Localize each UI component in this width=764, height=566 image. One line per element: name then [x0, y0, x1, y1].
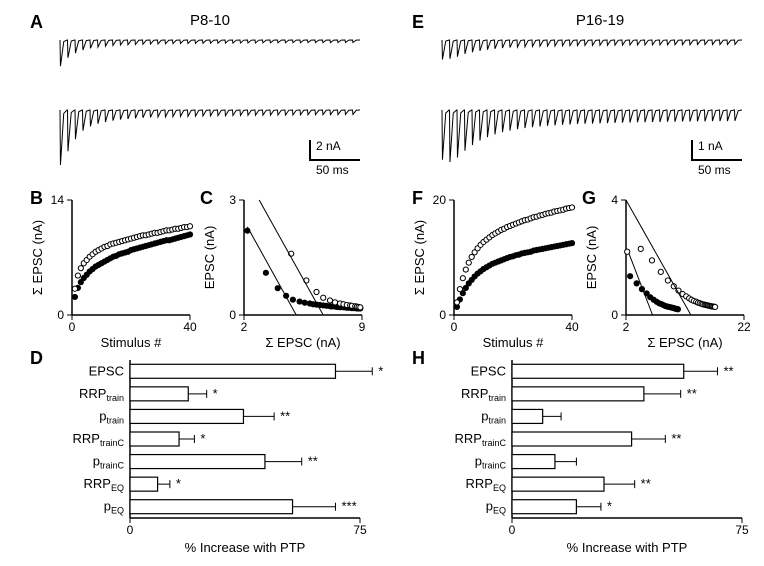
- svg-text:40: 40: [183, 320, 197, 334]
- svg-text:50 ms: 50 ms: [316, 163, 349, 177]
- svg-text:9: 9: [359, 320, 366, 334]
- svg-text:*: *: [378, 363, 383, 378]
- panel-label-F: F: [412, 188, 423, 209]
- svg-text:RRPEQ: RRPEQ: [84, 476, 124, 493]
- svg-text:0: 0: [451, 320, 458, 334]
- svg-text:EPSC (nA): EPSC (nA): [202, 226, 217, 290]
- svg-text:*: *: [200, 431, 205, 446]
- figure-root: A B C D E F G H P8-10 P16-19 2 nA50 ms1 …: [0, 0, 764, 566]
- svg-text:ptrain: ptrain: [99, 408, 124, 425]
- svg-text:ptrainC: ptrainC: [93, 454, 125, 471]
- svg-text:Σ EPSC (nA): Σ EPSC (nA): [647, 335, 722, 350]
- svg-text:pEQ: pEQ: [104, 499, 124, 516]
- panel-label-D: D: [30, 348, 43, 369]
- svg-text:14: 14: [51, 193, 65, 207]
- svg-text:ptrainC: ptrainC: [475, 454, 507, 471]
- panel-label-G: G: [582, 188, 596, 209]
- panel-label-C: C: [200, 188, 213, 209]
- panel-label-A: A: [30, 12, 43, 33]
- svg-text:1 nA: 1 nA: [698, 139, 723, 153]
- svg-text:% Increase with PTP: % Increase with PTP: [185, 540, 306, 555]
- svg-text:ptrain: ptrain: [481, 408, 506, 425]
- svg-text:**: **: [671, 431, 681, 446]
- svg-text:EPSC: EPSC: [89, 363, 124, 378]
- svg-text:RRPtrainC: RRPtrainC: [455, 431, 507, 448]
- title-right: P16-19: [540, 12, 660, 29]
- svg-text:EPSC (nA): EPSC (nA): [584, 226, 599, 290]
- panel-label-H: H: [412, 348, 425, 369]
- svg-text:Σ EPSC (nA): Σ EPSC (nA): [412, 220, 427, 295]
- svg-text:RRPtrainC: RRPtrainC: [73, 431, 125, 448]
- svg-text:0: 0: [57, 308, 64, 322]
- svg-text:**: **: [641, 476, 651, 491]
- svg-text:75: 75: [353, 523, 367, 537]
- svg-text:**: **: [308, 454, 318, 469]
- svg-text:0: 0: [69, 320, 76, 334]
- svg-text:**: **: [723, 363, 733, 378]
- svg-text:2: 2: [623, 320, 630, 334]
- svg-text:**: **: [280, 408, 290, 423]
- svg-text:40: 40: [565, 320, 579, 334]
- svg-text:*: *: [176, 476, 181, 491]
- svg-text:RRPEQ: RRPEQ: [466, 476, 506, 493]
- svg-text:RRPtrain: RRPtrain: [461, 386, 506, 403]
- svg-text:20: 20: [433, 193, 447, 207]
- svg-text:22: 22: [737, 320, 751, 334]
- svg-text:Stimulus #: Stimulus #: [101, 335, 162, 350]
- svg-text:Σ EPSC (nA): Σ EPSC (nA): [265, 335, 340, 350]
- svg-text:Stimulus #: Stimulus #: [483, 335, 544, 350]
- svg-text:0: 0: [439, 308, 446, 322]
- panel-label-E: E: [412, 12, 424, 33]
- svg-text:***: ***: [341, 499, 356, 514]
- svg-text:*: *: [607, 499, 612, 514]
- svg-text:0: 0: [509, 523, 516, 537]
- svg-text:% Increase with PTP: % Increase with PTP: [567, 540, 688, 555]
- panel-label-B: B: [30, 188, 43, 209]
- svg-text:2: 2: [241, 320, 248, 334]
- svg-text:*: *: [213, 386, 218, 401]
- svg-text:pEQ: pEQ: [486, 499, 506, 516]
- svg-text:50 ms: 50 ms: [698, 163, 731, 177]
- svg-text:3: 3: [229, 193, 236, 207]
- svg-text:75: 75: [735, 523, 749, 537]
- svg-text:RRPtrain: RRPtrain: [79, 386, 124, 403]
- svg-text:EPSC: EPSC: [471, 363, 506, 378]
- svg-text:4: 4: [611, 193, 618, 207]
- svg-text:Σ EPSC (nA): Σ EPSC (nA): [30, 220, 45, 295]
- svg-text:0: 0: [229, 308, 236, 322]
- svg-text:**: **: [687, 386, 697, 401]
- title-left: P8-10: [150, 12, 270, 29]
- svg-canvas: 2 nA50 ms1 nA50 ms040014Stimulus #Σ EPSC…: [0, 0, 764, 566]
- svg-text:0: 0: [611, 308, 618, 322]
- svg-text:2 nA: 2 nA: [316, 139, 341, 153]
- svg-text:0: 0: [127, 523, 134, 537]
